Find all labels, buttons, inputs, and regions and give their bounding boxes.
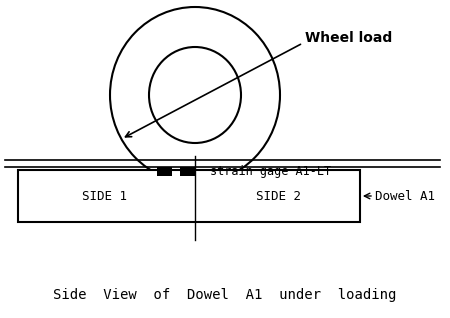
Text: strain gage A1-LT: strain gage A1-LT <box>210 165 331 178</box>
Text: Side  View  of  Dowel  A1  under  loading: Side View of Dowel A1 under loading <box>53 288 397 302</box>
Text: Dowel A1: Dowel A1 <box>375 190 435 203</box>
Text: SIDE 2: SIDE 2 <box>256 190 301 203</box>
Bar <box>157 167 172 176</box>
Bar <box>18 170 360 222</box>
Bar <box>180 167 195 176</box>
Text: Wheel load: Wheel load <box>305 31 392 45</box>
Text: SIDE 1: SIDE 1 <box>82 190 127 203</box>
